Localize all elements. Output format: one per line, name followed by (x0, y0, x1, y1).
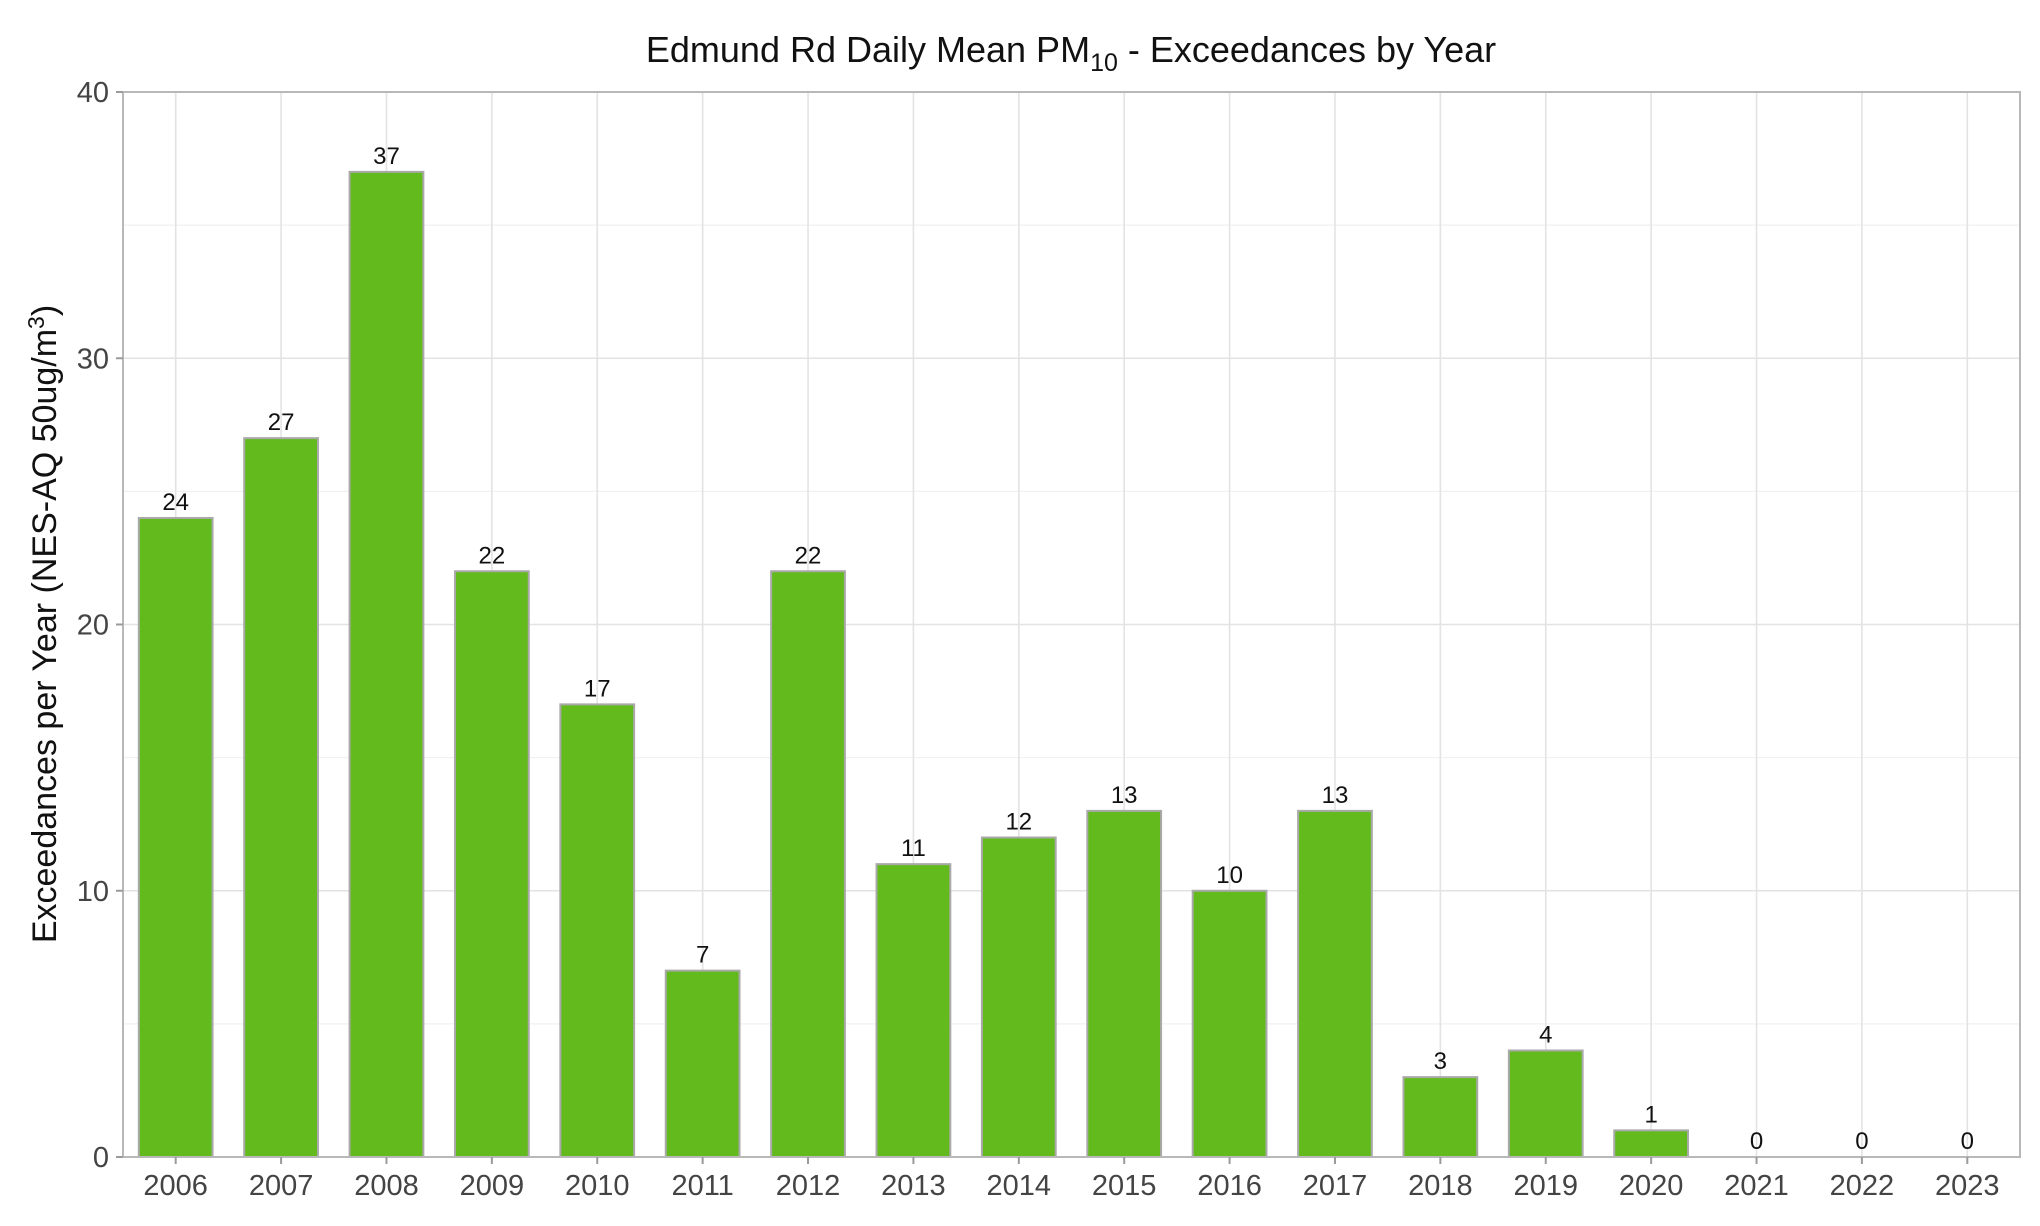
data-label-2007: 27 (268, 409, 295, 436)
y-tick-label-20: 20 (77, 610, 109, 642)
bar-2019 (1507, 1049, 1584, 1158)
bar-2013 (875, 863, 952, 1158)
y-axis-title: Exceedances per Year (NES-AQ 50ug/m3) (23, 305, 64, 943)
bar-2007 (243, 437, 319, 1158)
x-tick-label-2017: 2017 (1303, 1170, 1368, 1202)
data-label-2023: 0 (1961, 1128, 1974, 1155)
bar-2006 (137, 517, 214, 1158)
y-tick-label-0: 0 (93, 1142, 109, 1174)
data-label-2018: 3 (1434, 1048, 1447, 1075)
x-tick-label-2013: 2013 (881, 1170, 946, 1202)
bar-2008 (348, 170, 425, 1158)
chart-title: Edmund Rd Daily Mean PM10 - Exceedances … (646, 29, 1496, 77)
bar-2009 (453, 570, 530, 1158)
x-tick-label-2016: 2016 (1197, 1170, 1262, 1202)
y-axis-ticks: 0 10 20 30 40 (77, 77, 123, 1174)
data-label-2006: 24 (162, 489, 189, 516)
x-tick-label-2023: 2023 (1935, 1170, 2000, 1202)
x-tick-label-2011: 2011 (671, 1170, 733, 1202)
x-tick-label-2006: 2006 (143, 1170, 208, 1202)
data-label-2020: 1 (1644, 1101, 1657, 1128)
y-tick-label-40: 40 (77, 77, 109, 109)
x-axis-ticks: 2006 2007 2008 2009 2010 2011 2012 2013 2014 2015… (143, 1157, 2000, 1202)
data-label-2010: 17 (584, 675, 611, 702)
data-label-2008: 37 (373, 143, 400, 170)
data-label-2014: 12 (1005, 809, 1032, 836)
x-tick-label-2015: 2015 (1092, 1170, 1157, 1202)
data-label-2021: 0 (1750, 1128, 1763, 1155)
data-label-2022: 0 (1855, 1128, 1868, 1155)
bar-2011 (664, 969, 741, 1158)
x-tick-label-2020: 2020 (1619, 1170, 1684, 1202)
x-tick-label-2022: 2022 (1830, 1170, 1895, 1202)
y-tick-label-30: 30 (77, 343, 109, 375)
data-label-2019: 4 (1539, 1022, 1552, 1049)
bar-2017 (1297, 809, 1373, 1158)
x-tick-label-2019: 2019 (1513, 1170, 1578, 1202)
x-tick-label-2008: 2008 (354, 1170, 419, 1202)
data-label-2011: 7 (696, 942, 709, 969)
x-tick-label-2021: 2021 (1724, 1170, 1789, 1202)
x-tick-label-2009: 2009 (460, 1170, 525, 1202)
x-tick-label-2007: 2007 (249, 1170, 314, 1202)
data-label-2009: 22 (479, 542, 506, 569)
x-tick-label-2014: 2014 (987, 1170, 1052, 1202)
bar-2020 (1613, 1129, 1690, 1158)
data-label-2012: 22 (795, 542, 822, 569)
bar-2016 (1191, 889, 1268, 1158)
bar-2012 (770, 570, 846, 1158)
data-label-2016: 10 (1216, 862, 1243, 889)
x-tick-label-2010: 2010 (565, 1170, 630, 1202)
bar-2010 (559, 703, 636, 1158)
bar-2018 (1402, 1076, 1479, 1158)
data-label-2015: 13 (1111, 782, 1138, 809)
bar-2015 (1086, 809, 1163, 1158)
data-label-2017: 13 (1322, 782, 1349, 809)
bar-2014 (980, 836, 1057, 1158)
x-tick-label-2018: 2018 (1408, 1170, 1473, 1202)
y-tick-label-10: 10 (77, 876, 109, 908)
data-label-2013: 11 (901, 835, 926, 862)
bars (137, 170, 1690, 1158)
x-tick-label-2012: 2012 (776, 1170, 841, 1202)
